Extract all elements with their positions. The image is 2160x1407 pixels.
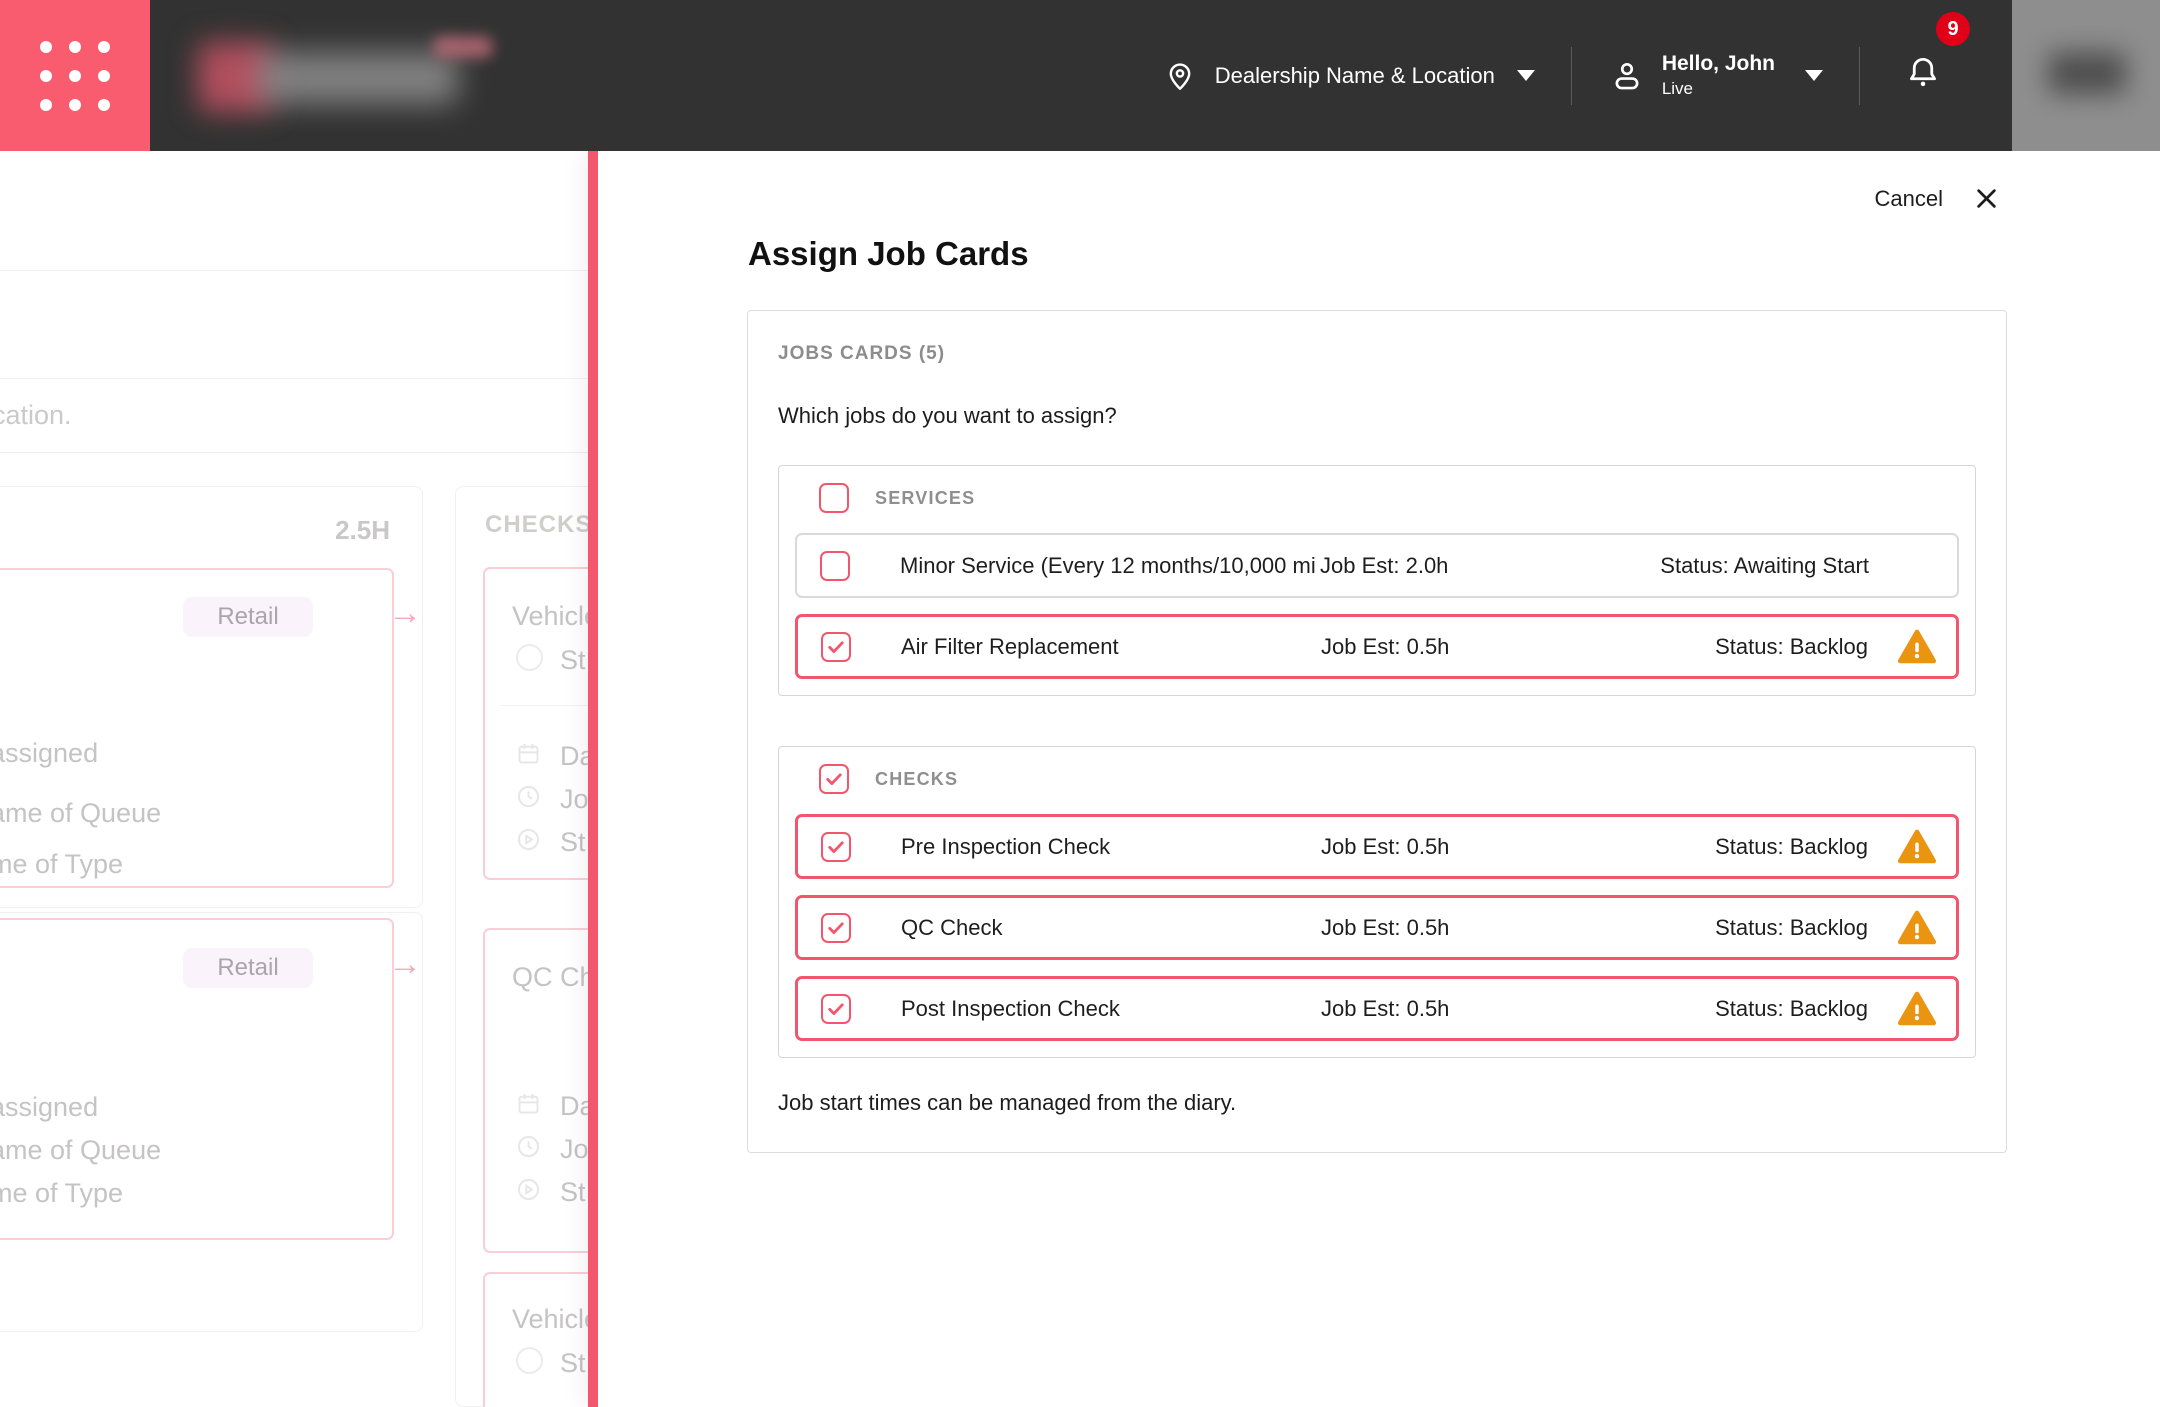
check-line: Jo: [560, 784, 589, 814]
group-label: SERVICES: [875, 487, 976, 508]
user-menu[interactable]: Hello, John Live: [1608, 52, 1823, 99]
queue-line: me of Type: [0, 849, 124, 879]
check-item-title: Vehicle: [512, 1304, 600, 1334]
warning-icon: [1897, 991, 1937, 1025]
notifications-button[interactable]: 9: [1902, 12, 1970, 99]
job-status: Status: Backlog: [1715, 833, 1868, 859]
check-line: St: [560, 827, 586, 857]
job-label: Post Inspection Check: [901, 995, 1120, 1021]
background-divider: [0, 270, 592, 271]
background-divider: [0, 378, 592, 379]
job-checkbox[interactable]: [821, 912, 851, 943]
logo-word-blurred: [258, 52, 458, 104]
services-group-checkbox[interactable]: [819, 483, 849, 513]
check-line: St: [560, 645, 586, 675]
queue-line: ame of Queue: [0, 798, 162, 828]
checks-group-checkbox[interactable]: [819, 764, 849, 794]
background-divider: [0, 452, 592, 453]
avatar-blurred: [2048, 52, 2126, 94]
queue-line: me of Type: [0, 1178, 124, 1208]
drawer-title: Assign Job Cards: [748, 235, 1029, 272]
person-icon: [1615, 62, 1639, 89]
job-row-post-inspection[interactable]: Post Inspection Check Job Est: 0.5h Stat…: [795, 976, 1959, 1041]
warning-icon: [1897, 910, 1937, 944]
clock-icon: [517, 785, 540, 808]
grid-icon: [40, 40, 110, 111]
user-text: Hello, John Live: [1662, 52, 1775, 99]
topbar-divider: [1859, 46, 1860, 105]
assign-job-cards-drawer: Cancel Assign Job Cards JOBS CARDS (5) W…: [588, 151, 2160, 1407]
retail-chip[interactable]: Retail: [183, 597, 313, 637]
job-checkbox[interactable]: [821, 993, 851, 1024]
check-line: St: [560, 1348, 586, 1378]
job-status: Status: Backlog: [1715, 914, 1868, 940]
job-cards-panel: JOBS CARDS (5) Which jobs do you want to…: [747, 310, 2007, 1153]
warning-icon: [1897, 629, 1937, 663]
dealership-selector[interactable]: Dealership Name & Location: [1163, 59, 1535, 93]
dealership-label: Dealership Name & Location: [1214, 62, 1495, 88]
job-status: Status: Awaiting Start: [1660, 552, 1869, 578]
status-circle-icon: [516, 1347, 543, 1374]
footer-note: Job start times can be managed from the …: [778, 1090, 1237, 1115]
group-services: SERVICES Minor Service (Every 12 months/…: [778, 465, 1976, 696]
job-row-minor-service[interactable]: Minor Service (Every 12 months/10,000 mi…: [795, 533, 1959, 598]
job-row-air-filter[interactable]: Air Filter Replacement Job Est: 0.5h Sta…: [795, 614, 1959, 679]
top-app-bar: Dealership Name & Location Hello, John L…: [0, 0, 2160, 151]
greeting-label: Hello, John: [1661, 52, 1775, 75]
job-checkbox[interactable]: [821, 631, 851, 662]
job-checkbox[interactable]: [821, 831, 851, 862]
app-logo[interactable]: [188, 0, 548, 151]
card-divider: [500, 705, 612, 706]
queue-line: ame of Queue: [0, 1135, 162, 1165]
job-estimate: Job Est: 0.5h: [1321, 914, 1450, 940]
job-estimate: Job Est: 2.0h: [1320, 552, 1449, 578]
job-row-pre-inspection[interactable]: Pre Inspection Check Job Est: 0.5h Statu…: [795, 814, 1959, 879]
job-estimate: Job Est: 0.5h: [1321, 833, 1450, 859]
play-icon: [517, 1178, 540, 1201]
chevron-down-icon: [1805, 70, 1823, 81]
close-icon[interactable]: [1973, 185, 2000, 212]
job-estimate: Job Est: 0.5h: [1321, 633, 1450, 659]
group-checks: CHECKS Pre Inspection Check Job Est: 0.5…: [778, 746, 1976, 1058]
calendar-icon: [518, 1093, 539, 1114]
user-avatar[interactable]: [2012, 0, 2160, 151]
job-label: Pre Inspection Check: [901, 833, 1111, 859]
topbar-divider: [1570, 46, 1572, 105]
panel-header: JOBS CARDS (5): [778, 343, 946, 364]
check-line: St: [560, 1177, 586, 1207]
warning-icon: [1897, 829, 1937, 863]
check-item-title: Vehicle: [512, 601, 600, 631]
environment-label: Live: [1661, 79, 1693, 98]
job-status: Status: Backlog: [1715, 633, 1868, 659]
chevron-down-icon: [1516, 70, 1535, 81]
job-label: Minor Service (Every 12 months/10,000 mi…: [900, 552, 1320, 578]
group-label: CHECKS: [875, 768, 959, 789]
panel-question: Which jobs do you want to assign?: [778, 403, 1117, 428]
retail-chip[interactable]: Retail: [183, 948, 313, 988]
background-subtitle: cation.: [0, 400, 72, 430]
status-circle-icon: [516, 644, 543, 671]
job-label: QC Check: [901, 914, 1003, 940]
calendar-icon: [518, 743, 539, 764]
bell-icon: [1910, 57, 1936, 87]
arrow-right-icon[interactable]: →: [388, 945, 422, 983]
duration-badge: 2.5H: [335, 515, 390, 545]
logo-dms-blurred: [433, 36, 493, 58]
job-estimate: Job Est: 0.5h: [1321, 995, 1450, 1021]
job-status: Status: Backlog: [1715, 995, 1868, 1021]
job-label: Air Filter Replacement: [901, 633, 1119, 659]
job-checkbox[interactable]: [820, 550, 850, 581]
job-row-qc-check[interactable]: QC Check Job Est: 0.5h Status: Backlog: [795, 895, 1959, 960]
cancel-button[interactable]: Cancel: [1874, 185, 1943, 211]
queue-line: assigned: [0, 1092, 99, 1122]
play-icon: [517, 828, 540, 851]
app-launcher-button[interactable]: [0, 0, 150, 151]
queue-line: assigned: [0, 738, 99, 768]
location-pin-icon: [1169, 62, 1191, 90]
notification-badge: 9: [1936, 12, 1970, 46]
clock-icon: [517, 1135, 540, 1158]
check-line: Jo: [560, 1134, 589, 1164]
arrow-right-icon[interactable]: →: [388, 594, 422, 632]
